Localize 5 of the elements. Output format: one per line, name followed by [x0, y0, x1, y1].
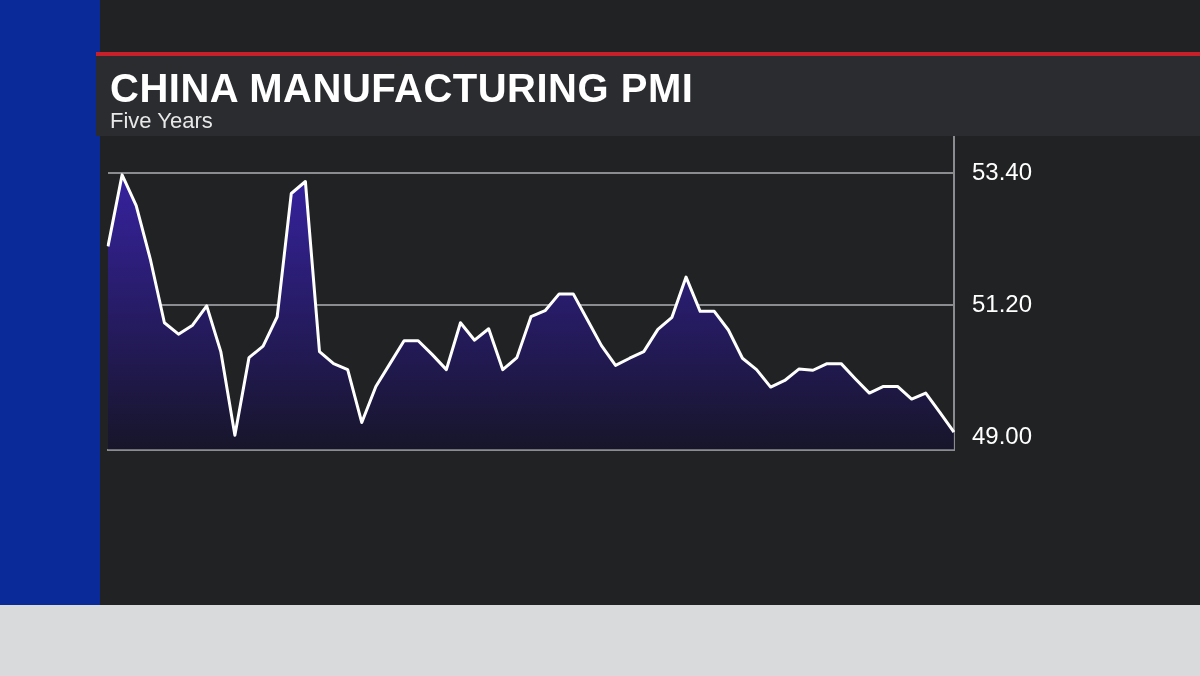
- y-tick-label: 49.00: [971, 422, 1032, 450]
- y-tick-label: 53.40: [971, 157, 1032, 185]
- chart-title: CHINA MANUFACTURING PMI: [110, 66, 694, 111]
- y-tick-label: 51.20: [971, 289, 1032, 317]
- chart-subtitle: Five Years: [110, 108, 213, 134]
